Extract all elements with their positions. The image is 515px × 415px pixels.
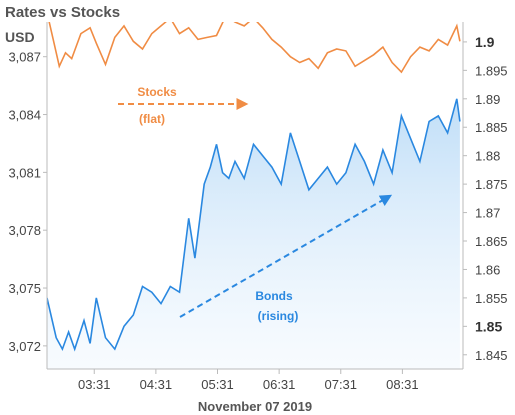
left-tick-label: 3,072: [8, 339, 41, 354]
x-tick-label: 05:31: [201, 377, 234, 392]
right-tick-label: 1.875: [475, 177, 508, 192]
left-axis-ticks: 3,072 3,075 3,078 3,081 3,084 3,087: [8, 50, 47, 354]
bonds-area-fill: [47, 98, 460, 369]
right-tick-label: 1.855: [475, 291, 508, 306]
bonds-series-line: [47, 98, 461, 352]
left-tick-label: 3,081: [8, 165, 41, 180]
left-tick-label: 3,078: [8, 223, 41, 238]
left-tick-label: 3,075: [8, 281, 41, 296]
chart-title: Rates vs Stocks: [5, 4, 120, 21]
right-tick-label: 1.87: [475, 206, 500, 221]
x-tick-label: 03:31: [78, 377, 111, 392]
right-tick-label: 1.9: [475, 34, 495, 50]
x-axis-label: November 07 2019: [198, 399, 312, 414]
left-tick-label: 3,087: [8, 50, 41, 65]
right-tick-label: 1.89: [475, 92, 500, 107]
bonds-annotation-label: Bonds: [255, 289, 293, 303]
x-tick-label: 06:31: [263, 377, 296, 392]
right-tick-label: 1.865: [475, 234, 508, 249]
x-tick-label: 07:31: [324, 377, 357, 392]
right-axis-ticks: 1.845 1.85 1.855 1.86 1.865 1.87 1.875 1.88 1.88…: [463, 34, 508, 363]
bonds-trend-arrow: [179, 194, 393, 318]
right-tick-label: 1.895: [475, 63, 508, 78]
plot-area: [47, 22, 461, 369]
x-axis-ticks: 03:31 04:31 05:31 06:31 07:31 08:31: [78, 369, 419, 392]
bonds-annotation-sublabel: (rising): [258, 309, 299, 323]
right-tick-label: 1.86: [475, 262, 500, 277]
stocks-series-line: [48, 22, 461, 74]
x-tick-label: 08:31: [386, 377, 419, 392]
right-tick-label: 1.885: [475, 120, 508, 135]
x-tick-label: 04:31: [140, 377, 173, 392]
left-tick-label: 3,084: [8, 108, 41, 123]
stocks-annotation-label: Stocks: [137, 85, 177, 99]
left-axis-unit: USD: [5, 29, 35, 45]
stocks-annotation-sublabel: (flat): [139, 112, 165, 126]
right-tick-label: 1.845: [475, 348, 508, 363]
right-tick-label: 1.85: [475, 318, 502, 334]
right-tick-label: 1.88: [475, 149, 500, 164]
